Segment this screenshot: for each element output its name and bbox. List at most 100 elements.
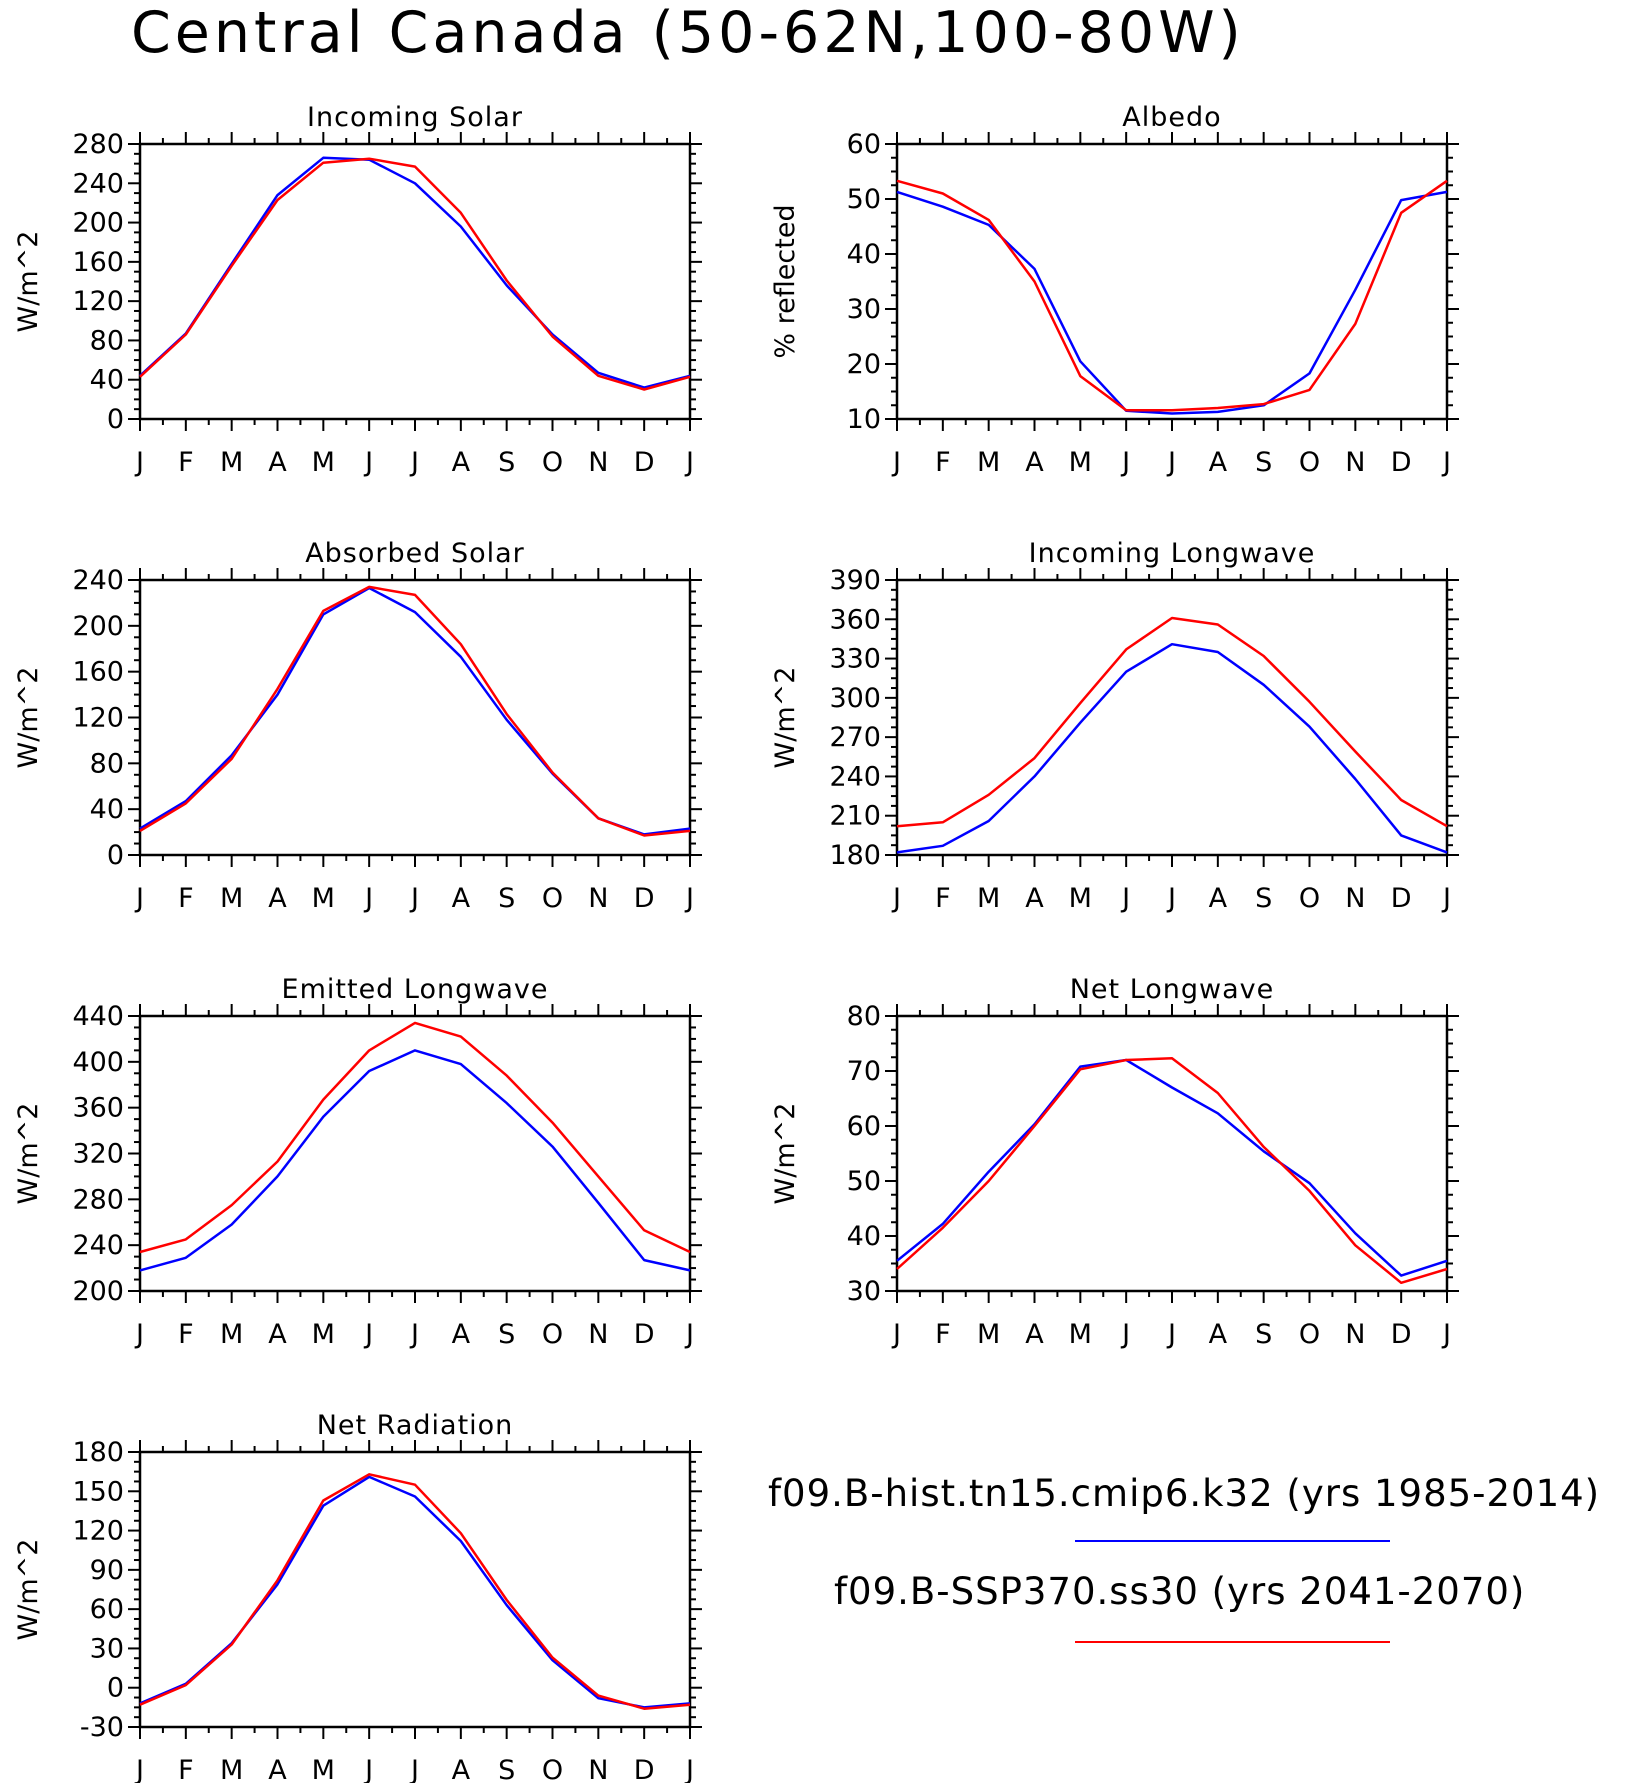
chart-title: Emitted Longwave xyxy=(282,974,549,1005)
x-tick-label: M xyxy=(977,1319,1000,1350)
x-tick-label: N xyxy=(1345,1319,1365,1350)
x-tick-label: O xyxy=(542,447,563,478)
x-tick-label: A xyxy=(452,1319,471,1350)
x-tick-label: J xyxy=(409,1755,419,1783)
x-tick-label: J xyxy=(134,447,144,478)
y-axis-label: W/m^2 xyxy=(13,667,44,769)
series-line-hist xyxy=(139,156,691,389)
y-tick-label: 50 xyxy=(847,184,881,215)
x-tick-label: J xyxy=(1441,447,1451,478)
x-tick-label: D xyxy=(1391,447,1412,478)
y-tick-label: 20 xyxy=(847,349,881,380)
x-tick-label: N xyxy=(588,1319,608,1350)
series-line-ssp370 xyxy=(896,616,1448,828)
y-tick-label: 30 xyxy=(847,1276,881,1307)
x-tick-label: J xyxy=(684,447,694,478)
x-tick-label: M xyxy=(220,1755,243,1783)
y-tick-label: 50 xyxy=(847,1166,881,1197)
x-tick-label: J xyxy=(134,1319,144,1350)
x-tick-label: F xyxy=(178,447,194,478)
y-tick-label: 70 xyxy=(847,1056,881,1087)
x-tick-label: J xyxy=(1166,447,1176,478)
y-tick-label: 120 xyxy=(72,286,124,317)
x-tick-label: M xyxy=(977,883,1000,914)
legend-label-ssp370: f09.B-SSP370.ss30 (yrs 2041-2070) xyxy=(834,1570,1525,1613)
y-tick-label: 40 xyxy=(847,239,881,270)
series-line-ssp370 xyxy=(139,157,691,391)
x-tick-label: A xyxy=(1209,883,1228,914)
x-tick-label: D xyxy=(634,447,655,478)
x-tick-label: S xyxy=(1255,447,1272,478)
x-tick-label: J xyxy=(684,1319,694,1350)
y-tick-label: 0 xyxy=(107,404,124,435)
y-tick-label: 40 xyxy=(90,365,124,396)
x-tick-label: J xyxy=(891,1319,901,1350)
series-line-hist xyxy=(139,1049,691,1272)
chart-incoming-solar: Incoming Solar W/m^2 0 40 80 120 160 200 240 280 J… xyxy=(13,102,702,478)
x-tick-label: D xyxy=(634,1319,655,1350)
y-tick-label: 60 xyxy=(847,129,881,160)
x-tick-label: A xyxy=(1025,447,1044,478)
x-tick-label: M xyxy=(312,1319,335,1350)
y-tick-label: 180 xyxy=(829,840,881,871)
chart-title: Incoming Solar xyxy=(307,102,523,133)
x-tick-label: M xyxy=(312,447,335,478)
y-tick-label: 40 xyxy=(90,794,124,825)
y-tick-label: 210 xyxy=(829,801,881,832)
x-tick-label: O xyxy=(1299,447,1320,478)
y-axis-label: W/m^2 xyxy=(770,1103,801,1205)
y-tick-label: 60 xyxy=(847,1111,881,1142)
x-tick-label: S xyxy=(1255,883,1272,914)
y-tick-label: 390 xyxy=(829,565,881,596)
x-tick-label: O xyxy=(542,883,563,914)
x-tick-label: F xyxy=(178,1755,194,1783)
y-tick-label: 30 xyxy=(847,294,881,325)
chart-emitted-longwave: Emitted Longwave W/m^2 200 240 280 320 360 400 4… xyxy=(13,974,702,1350)
x-tick-label: O xyxy=(542,1755,563,1783)
legend-label-hist: f09.B-hist.tn15.cmip6.k32 (yrs 1985-2014… xyxy=(768,1472,1600,1515)
x-tick-label: J xyxy=(1120,447,1130,478)
y-tick-label: 150 xyxy=(72,1476,124,1507)
x-tick-label: N xyxy=(1345,447,1365,478)
chart-title: Net Radiation xyxy=(317,1410,514,1441)
plot-frame xyxy=(138,1014,692,1293)
x-tick-label: A xyxy=(268,1319,287,1350)
x-tick-label: N xyxy=(588,1755,608,1783)
y-tick-label: 60 xyxy=(90,1594,124,1625)
x-tick-label: N xyxy=(588,447,608,478)
y-tick-label: 240 xyxy=(72,1230,124,1261)
y-tick-label: 0 xyxy=(107,1673,124,1704)
chart-panels: Incoming SolarW/m^204080120160200240280J… xyxy=(13,102,1459,1786)
series-line-hist xyxy=(896,190,1448,415)
y-tick-label: 10 xyxy=(847,404,881,435)
x-tick-label: M xyxy=(977,447,1000,478)
y-tick-label: 30 xyxy=(90,1633,124,1664)
x-tick-label: N xyxy=(588,883,608,914)
x-tick-label: D xyxy=(1391,1319,1412,1350)
x-tick-label: O xyxy=(1299,1319,1320,1350)
x-tick-label: A xyxy=(268,883,287,914)
x-tick-label: F xyxy=(178,1319,194,1350)
y-tick-label: 300 xyxy=(829,683,881,714)
x-tick-label: A xyxy=(452,1755,471,1783)
y-tick-label: 80 xyxy=(90,325,124,356)
x-tick-label: J xyxy=(363,883,373,914)
x-tick-label: J xyxy=(363,1319,373,1350)
x-tick-label: J xyxy=(363,1755,373,1783)
chart-title: Net Longwave xyxy=(1070,974,1275,1005)
y-axis-label: % reflected xyxy=(770,204,801,358)
y-tick-label: 180 xyxy=(72,1437,124,1468)
x-tick-label: M xyxy=(220,447,243,478)
chart-title: Albedo xyxy=(1122,102,1221,133)
y-tick-label: 80 xyxy=(847,1001,881,1032)
y-tick-label: 320 xyxy=(72,1139,124,1170)
x-tick-label: J xyxy=(1120,1319,1130,1350)
y-axis-label: W/m^2 xyxy=(13,1103,44,1205)
series-line-hist xyxy=(896,642,1448,854)
